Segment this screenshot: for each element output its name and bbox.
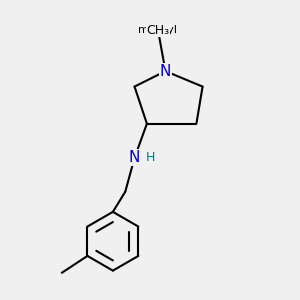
Text: N: N xyxy=(129,150,140,165)
Text: N: N xyxy=(160,64,171,79)
Text: methyl: methyl xyxy=(138,25,177,35)
Text: H: H xyxy=(146,151,155,164)
Text: CH₃: CH₃ xyxy=(146,24,169,37)
